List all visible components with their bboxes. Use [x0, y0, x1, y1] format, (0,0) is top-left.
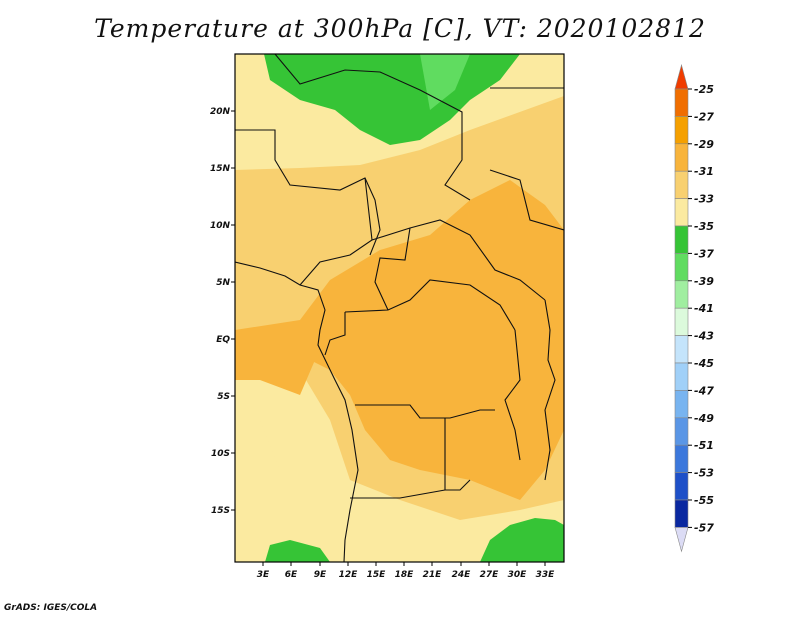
colorbar-label: -55 [694, 494, 714, 507]
colorbar-top-arrow [674, 63, 689, 90]
colorbar-box [674, 170, 689, 199]
grads-credit: GrADS: IGES/COLA [4, 603, 98, 613]
lat-label: 5S [217, 392, 230, 402]
colorbar-box [674, 335, 689, 364]
colorbar-box [674, 444, 689, 473]
colorbar-label: -29 [694, 138, 714, 151]
band-37-se [480, 518, 564, 562]
lat-ticks [231, 110, 235, 511]
map-title: Temperature at 300hPa [C], VT: 202010281… [94, 14, 706, 43]
colorbar-box [674, 472, 689, 501]
band-31-west [235, 320, 315, 395]
colorbar-box [674, 116, 689, 145]
colorbar-label: -53 [694, 467, 714, 480]
band-31-core [300, 180, 564, 500]
colorbar-bottom-arrow [674, 527, 689, 553]
lon-label: 6E [285, 570, 298, 580]
lat-label: 15N [210, 164, 231, 174]
lon-label: 15E [367, 570, 387, 580]
lat-axis: 20N 15N 10N 5N EQ 5S 10S 15S [210, 107, 231, 516]
colorbar-label: -33 [694, 193, 714, 206]
colorbar-box [674, 198, 689, 227]
lon-label: 27E [480, 570, 500, 580]
colorbar-box [674, 417, 689, 446]
colorbar-box [674, 88, 689, 117]
map-frame [234, 53, 565, 563]
colorbar-label: -51 [694, 439, 714, 452]
lon-label: 18E [395, 570, 415, 580]
colorbar-label: -57 [694, 521, 714, 534]
colorbar-box [674, 390, 689, 419]
lon-label: 3E [257, 570, 270, 580]
colorbar-box [674, 307, 689, 336]
colorbar-label: -25 [694, 83, 714, 96]
lon-ticks [262, 562, 546, 566]
colorbar-box [674, 143, 689, 172]
lon-label: 30E [508, 570, 528, 580]
colorbar-label: -45 [694, 357, 714, 370]
lon-axis: 3E 6E 9E 12E 15E 18E 21E 24E 27E 30E 33E [257, 570, 555, 580]
band-35-sw [235, 400, 280, 530]
lat-label: 10S [211, 449, 230, 459]
temperature-field [235, 54, 564, 562]
colorbar-box [674, 362, 689, 391]
colorbar-label: -49 [694, 412, 714, 425]
lat-label: 5N [216, 278, 230, 288]
lat-label: 15S [211, 506, 230, 516]
colorbar-box [674, 499, 689, 528]
colorbar-label: -37 [694, 247, 714, 260]
colorbar-label: -41 [694, 302, 714, 315]
lon-label: 12E [339, 570, 359, 580]
lon-label: 9E [314, 570, 327, 580]
colorbar-label: -27 [694, 110, 714, 123]
lon-label: 33E [536, 570, 556, 580]
colorbar-label: -39 [694, 275, 714, 288]
borders [235, 54, 564, 562]
colorbar-label: -31 [694, 165, 714, 178]
colorbar-box [674, 280, 689, 309]
colorbar-label: -47 [694, 384, 714, 397]
colorbar-label: -35 [694, 220, 714, 233]
colorbar-label: -43 [694, 330, 714, 343]
lat-label: 10N [210, 221, 231, 231]
band-37-sw [265, 540, 330, 562]
colorbar-box [674, 253, 689, 282]
colorbar-box [674, 225, 689, 254]
lat-label: 20N [210, 107, 231, 117]
colorbar: -25 -27 -29 -31 -33 -35 -37 -39 -41 -43 -45 -47 -49 -… [674, 63, 714, 553]
lon-label: 24E [452, 570, 472, 580]
lat-label: EQ [216, 335, 230, 345]
lon-label: 21E [423, 570, 443, 580]
band-35-south [235, 360, 564, 562]
